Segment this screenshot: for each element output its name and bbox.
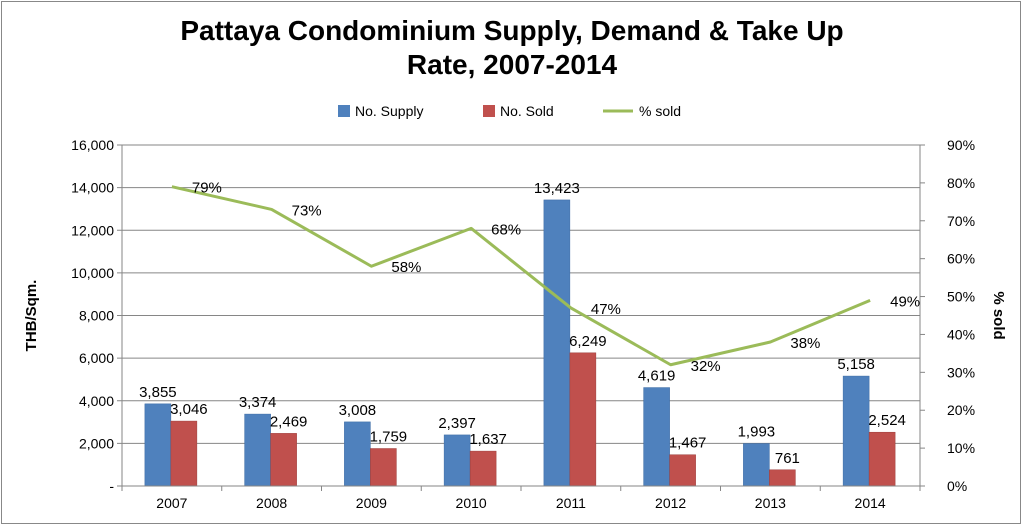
supply-bar [443, 434, 471, 487]
x-tick-label: 2007 [156, 495, 187, 511]
supply-bar [743, 443, 770, 487]
sold-data-label: 6,249 [569, 333, 607, 350]
supply-data-label: 3,855 [139, 384, 177, 401]
x-tick-label: 2011 [556, 495, 586, 511]
pct-data-label: 73% [292, 202, 322, 219]
y2-tick-label: 50% [947, 289, 975, 305]
pct-data-label: 32% [691, 358, 721, 375]
supply-bar [543, 199, 571, 487]
pct-data-label: 38% [790, 335, 820, 352]
sold-bar [569, 352, 597, 487]
y-tick-label: 16,000 [71, 137, 114, 153]
axes: 2007 2008 2009 2010 2011 2012 2013 2014 - 2,000 4,… [23, 137, 1007, 511]
line-series [171, 185, 871, 367]
supply-data-label: 5,158 [837, 356, 875, 373]
sold-data-label: 1,467 [669, 435, 707, 452]
legend-pct-label: % sold [639, 103, 681, 119]
y2-tick-label: 30% [947, 364, 975, 380]
sold-bar [270, 433, 297, 487]
sold-data-label: 2,469 [270, 413, 308, 430]
x-tick-label: 2008 [256, 495, 287, 511]
pct-data-label: 68% [491, 221, 521, 238]
supply-bar [842, 375, 870, 487]
y-tick-label: 10,000 [71, 265, 114, 281]
pct-data-label: 49% [890, 293, 920, 310]
legend-pct: % sold [603, 103, 681, 119]
legend-supply-swatch [338, 105, 350, 117]
chart-title: Pattaya Condominium Supply, Demand & Tak… [0, 14, 1024, 82]
sold-data-label: 1,637 [469, 431, 507, 448]
supply-bar [344, 421, 371, 487]
pct-data-label: 47% [591, 301, 621, 318]
legend-supply: No. Supply [338, 103, 423, 119]
sold-bar [370, 448, 397, 487]
legend: No. Supply No. Sold % sold [338, 103, 681, 119]
y2-tick-label: 10% [947, 440, 975, 456]
supply-data-label: 3,008 [339, 402, 377, 419]
gridlines [122, 144, 920, 444]
pct-sold-line [171, 185, 871, 367]
supply-bar [244, 413, 271, 487]
y2-tick-label: 70% [947, 213, 975, 229]
y-tick-label: 6,000 [79, 350, 114, 366]
y2-tick-label: 40% [947, 326, 975, 342]
y-tick-label: - [109, 478, 114, 494]
y-tick-label: 12,000 [71, 222, 114, 238]
y2-tick-label: 90% [947, 137, 975, 153]
sold-data-label: 2,524 [868, 412, 906, 429]
bar-series [144, 199, 896, 487]
y2-tick-label: 60% [947, 251, 975, 267]
y2-tick-label: 20% [947, 402, 975, 418]
chart-title-line2: Rate, 2007-2014 [406, 49, 618, 80]
y-tick-label: 2,000 [79, 435, 114, 451]
x-tick-label: 2013 [755, 495, 786, 511]
supply-data-label: 13,423 [534, 180, 580, 197]
sold-bar [170, 420, 198, 487]
y-axis-title: THB/Sqm. [23, 280, 40, 352]
pct-data-label: 58% [391, 259, 421, 276]
y-tick-label: 14,000 [71, 180, 114, 196]
legend-supply-label: No. Supply [355, 103, 423, 119]
y-tick-label: 8,000 [79, 308, 114, 324]
y-tick-label: 4,000 [79, 393, 114, 409]
supply-bar [144, 403, 172, 487]
x-tick-label: 2009 [356, 495, 387, 511]
legend-sold-swatch [483, 105, 495, 117]
pct-data-label: 79% [192, 180, 222, 197]
supply-data-label: 3,374 [239, 394, 277, 411]
sold-bar [868, 431, 896, 487]
sold-bar [769, 469, 796, 487]
x-tick-label: 2012 [655, 495, 686, 511]
chart-title-line1: Pattaya Condominium Supply, Demand & Tak… [180, 15, 844, 46]
supply-bar [643, 387, 670, 487]
y2-tick-label: 80% [947, 175, 975, 191]
supply-data-label: 1,993 [738, 424, 776, 441]
supply-data-label: 2,397 [438, 415, 476, 432]
x-tick-label: 2010 [456, 495, 487, 511]
y2-tick-label: 0% [947, 478, 967, 494]
supply-data-label: 4,619 [638, 368, 676, 385]
sold-data-label: 761 [775, 450, 800, 467]
sold-data-label: 1,759 [370, 429, 408, 446]
sold-data-label: 3,046 [170, 401, 208, 418]
sold-bar [469, 450, 497, 487]
legend-sold-label: No. Sold [500, 103, 554, 119]
x-tick-label: 2014 [855, 495, 886, 511]
legend-sold: No. Sold [483, 103, 554, 119]
y2-axis-title: % sold [990, 291, 1007, 339]
sold-bar [669, 454, 696, 487]
